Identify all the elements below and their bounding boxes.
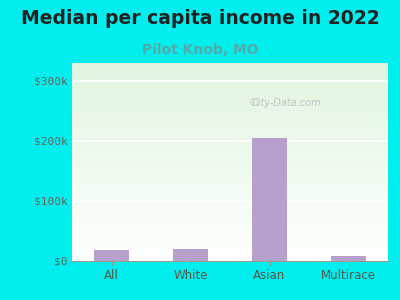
Text: City-Data.com: City-Data.com xyxy=(252,98,322,108)
Bar xyxy=(94,250,129,261)
Bar xyxy=(252,138,287,261)
Text: Median per capita income in 2022: Median per capita income in 2022 xyxy=(21,9,379,28)
Bar xyxy=(331,256,366,261)
Bar xyxy=(173,249,208,261)
Text: Pilot Knob, MO: Pilot Knob, MO xyxy=(142,44,258,58)
Text: ⊙: ⊙ xyxy=(248,96,259,109)
